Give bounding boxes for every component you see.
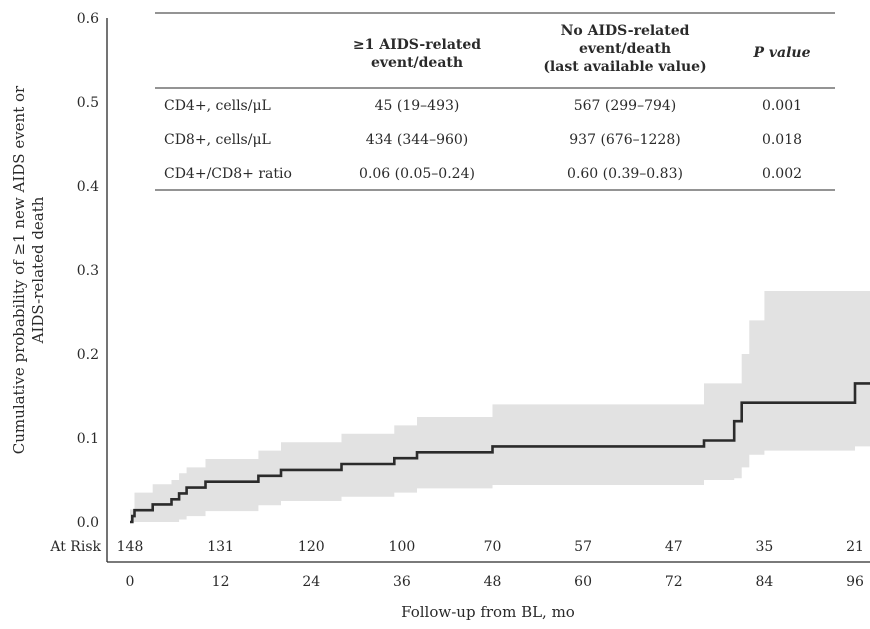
- table-cell-col3: 0.001: [762, 98, 802, 114]
- at-risk-count: 131: [207, 539, 234, 555]
- at-risk-count: 120: [298, 539, 325, 555]
- x-tick-label: 0: [126, 574, 135, 590]
- at-risk-row: At Risk 148 131 120 100 70 57 47 35 21: [49, 539, 864, 555]
- table-cell-col3: 0.018: [762, 132, 802, 148]
- at-risk-count: 100: [389, 539, 416, 555]
- x-tick-label: 96: [846, 574, 864, 590]
- at-risk-count: 148: [117, 539, 144, 555]
- y-ticks: 0.0 0.1 0.2 0.3 0.4 0.5 0.6: [77, 11, 99, 531]
- at-risk-count: 57: [574, 539, 592, 555]
- table-cell-col2: 937 (676–1228): [569, 132, 680, 148]
- y-tick-label: 0.5: [77, 95, 99, 111]
- table-row: CD4+/CD8+ ratio 0.06 (0.05–0.24) 0.60 (0…: [164, 166, 802, 182]
- y-axis-label-line1: Cumulative probability of ≥1 new AIDS ev…: [10, 85, 28, 454]
- cumulative-incidence-line: [130, 382, 870, 524]
- y-tick-label: 0.2: [77, 347, 99, 363]
- x-tick-label: 84: [755, 574, 773, 590]
- x-tick-label: 12: [212, 574, 230, 590]
- table-cell-col1: 0.06 (0.05–0.24): [359, 166, 475, 182]
- table-header-col1-line2: event/death: [371, 55, 463, 71]
- x-tick-label: 60: [574, 574, 592, 590]
- table-header-col2-line1: No AIDS-related: [561, 23, 690, 39]
- x-ticks: 0 12 24 36 48 60 72 84 96: [126, 574, 864, 590]
- table-cell-col1: 45 (19–493): [375, 98, 460, 114]
- cumulative-incidence-layer: [130, 382, 870, 524]
- table-header-col1-line1: ≥1 AIDS-related: [353, 37, 481, 53]
- table-cell-col1: 434 (344–960): [366, 132, 469, 148]
- at-risk-count: 70: [484, 539, 502, 555]
- x-tick-label: 72: [665, 574, 683, 590]
- table-row-label: CD4+/CD8+ ratio: [164, 166, 292, 182]
- y-tick-label: 0.6: [77, 11, 99, 27]
- table-header-col2-line3: (last available value): [543, 59, 706, 75]
- y-tick-label: 0.3: [77, 263, 99, 279]
- table-row-label: CD4+, cells/μL: [164, 98, 271, 114]
- table-header-col2-line2: event/death: [579, 41, 671, 57]
- x-tick-label: 24: [302, 574, 320, 590]
- table-row: CD8+, cells/μL 434 (344–960) 937 (676–12…: [164, 132, 802, 148]
- at-risk-count: 47: [665, 539, 683, 555]
- axes-layer: [106, 18, 870, 563]
- table-row: CD4+, cells/μL 45 (19–493) 567 (299–794)…: [164, 98, 802, 114]
- table-cell-col2: 567 (299–794): [574, 98, 677, 114]
- x-tick-label: 48: [484, 574, 502, 590]
- confidence-band-layer: [130, 291, 870, 522]
- table-row-label: CD8+, cells/μL: [164, 132, 271, 148]
- x-tick-label: 36: [393, 574, 411, 590]
- confidence-band: [130, 291, 870, 522]
- at-risk-count: 35: [755, 539, 773, 555]
- table-cell-col2: 0.60 (0.39–0.83): [567, 166, 683, 182]
- table-cell-col3: 0.002: [762, 166, 802, 182]
- inset-table: ≥1 AIDS-related event/death No AIDS-rela…: [155, 12, 835, 191]
- x-axis-label: Follow-up from BL, mo: [401, 603, 575, 621]
- y-tick-label: 0.0: [77, 515, 99, 531]
- y-tick-label: 0.1: [77, 431, 99, 447]
- y-tick-label: 0.4: [77, 179, 99, 195]
- at-risk-count: 21: [846, 539, 864, 555]
- table-header-col3: P value: [752, 45, 810, 61]
- y-axis-label-line2: AIDS-related death: [29, 196, 47, 344]
- at-risk-label: At Risk: [49, 539, 101, 555]
